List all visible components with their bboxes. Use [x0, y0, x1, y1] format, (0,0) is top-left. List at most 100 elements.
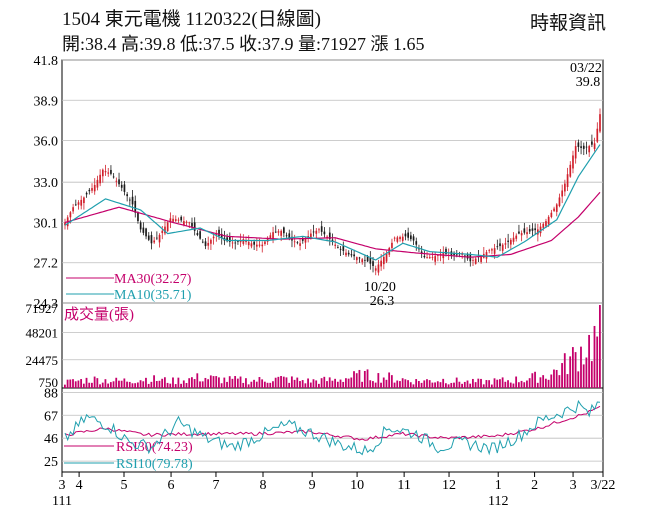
candle: [247, 241, 250, 246]
candle: [496, 246, 499, 248]
candle: [88, 189, 91, 192]
high-date-label: 03/22: [570, 61, 602, 76]
volume-bar: [580, 346, 582, 388]
candle: [372, 261, 374, 266]
candle: [580, 146, 582, 148]
x-year-label: 112: [488, 494, 508, 509]
volume-bar: [153, 375, 155, 388]
volume-bar: [372, 381, 374, 388]
volume-bar: [312, 379, 315, 388]
volume-bar: [242, 382, 245, 388]
candle: [407, 232, 410, 238]
candle: [315, 230, 318, 234]
candle: [528, 229, 531, 232]
volume-bar: [350, 377, 353, 388]
candle: [231, 242, 234, 244]
volume-bar: [523, 382, 526, 388]
volume-bar: [582, 364, 585, 388]
volume-bar: [212, 376, 215, 388]
volume-bar: [96, 378, 99, 388]
candle: [134, 200, 137, 213]
candle: [361, 259, 364, 263]
legend-entry: RSI10(79.78): [116, 457, 193, 472]
volume-bar: [334, 378, 337, 388]
volume-bar: [218, 377, 220, 388]
candle: [542, 223, 545, 228]
volume-bar: [201, 381, 204, 388]
volume-bar: [512, 383, 515, 388]
candle: [153, 240, 156, 243]
volume-bar: [388, 372, 391, 388]
candle: [156, 237, 158, 239]
candle: [569, 164, 572, 177]
candle: [215, 233, 218, 235]
volume-bar: [234, 376, 237, 388]
candle: [493, 248, 496, 254]
ma10-line: [64, 144, 601, 261]
volume-bar: [374, 382, 377, 388]
volume-bar: [517, 382, 520, 388]
volume-bar: [555, 369, 558, 388]
candle: [596, 128, 599, 142]
volume-bar: [453, 382, 455, 388]
volume-bar: [64, 384, 66, 388]
x-tick-label: 7: [212, 478, 219, 493]
volume-bar: [239, 376, 242, 388]
volume-bar: [177, 377, 180, 388]
candle: [509, 239, 512, 245]
volume-bar: [358, 369, 361, 388]
candle: [137, 212, 139, 222]
volume-bar: [91, 382, 93, 388]
candle: [91, 188, 93, 191]
candle: [534, 228, 537, 231]
volume-bar: [134, 383, 137, 388]
low-date-label: 10/20: [364, 280, 396, 295]
legend-entry: RSI30(74.23): [116, 440, 193, 455]
volume-bar: [571, 347, 574, 388]
volume-bar: [596, 336, 599, 388]
candle: [564, 183, 566, 192]
volume-bar: [231, 378, 234, 388]
volume-bar: [158, 380, 161, 388]
candle: [145, 228, 147, 237]
volume-bar: [328, 377, 331, 388]
volume-bar: [93, 376, 96, 388]
volume-bar: [120, 380, 123, 388]
candle: [391, 242, 393, 248]
volume-bar: [426, 379, 428, 388]
candle: [431, 257, 434, 258]
volume-bar: [563, 353, 566, 388]
candle: [139, 222, 142, 230]
candle: [423, 255, 426, 258]
candle: [83, 197, 85, 204]
volume-bar: [104, 379, 107, 388]
candle: [339, 248, 342, 250]
candle: [553, 208, 555, 211]
chart-date-code: 1120322: [185, 9, 252, 30]
volume-bar: [369, 380, 372, 388]
price-tick-label: 27.2: [34, 257, 59, 272]
volume-bar: [412, 384, 415, 388]
candle: [242, 239, 245, 244]
candle: [558, 197, 561, 207]
volume-bar: [390, 375, 393, 388]
rsi10-line: [64, 399, 601, 456]
volume-bar: [66, 379, 69, 388]
price-tick-label: 36.0: [34, 135, 59, 150]
candle: [501, 244, 504, 251]
candle: [210, 239, 212, 244]
volume-bar: [477, 378, 480, 388]
volume-bar: [534, 371, 536, 388]
candle: [323, 231, 326, 235]
candle: [364, 259, 366, 261]
volume-bar: [145, 377, 147, 388]
candle: [93, 184, 96, 192]
volume-bar: [245, 378, 247, 388]
volume-bars: [64, 305, 601, 388]
volume-bar: [172, 377, 174, 388]
volume-bar: [588, 334, 590, 388]
volume-bar: [109, 382, 112, 388]
candle: [428, 257, 431, 259]
candle: [399, 237, 401, 240]
volume-bar: [277, 376, 280, 388]
